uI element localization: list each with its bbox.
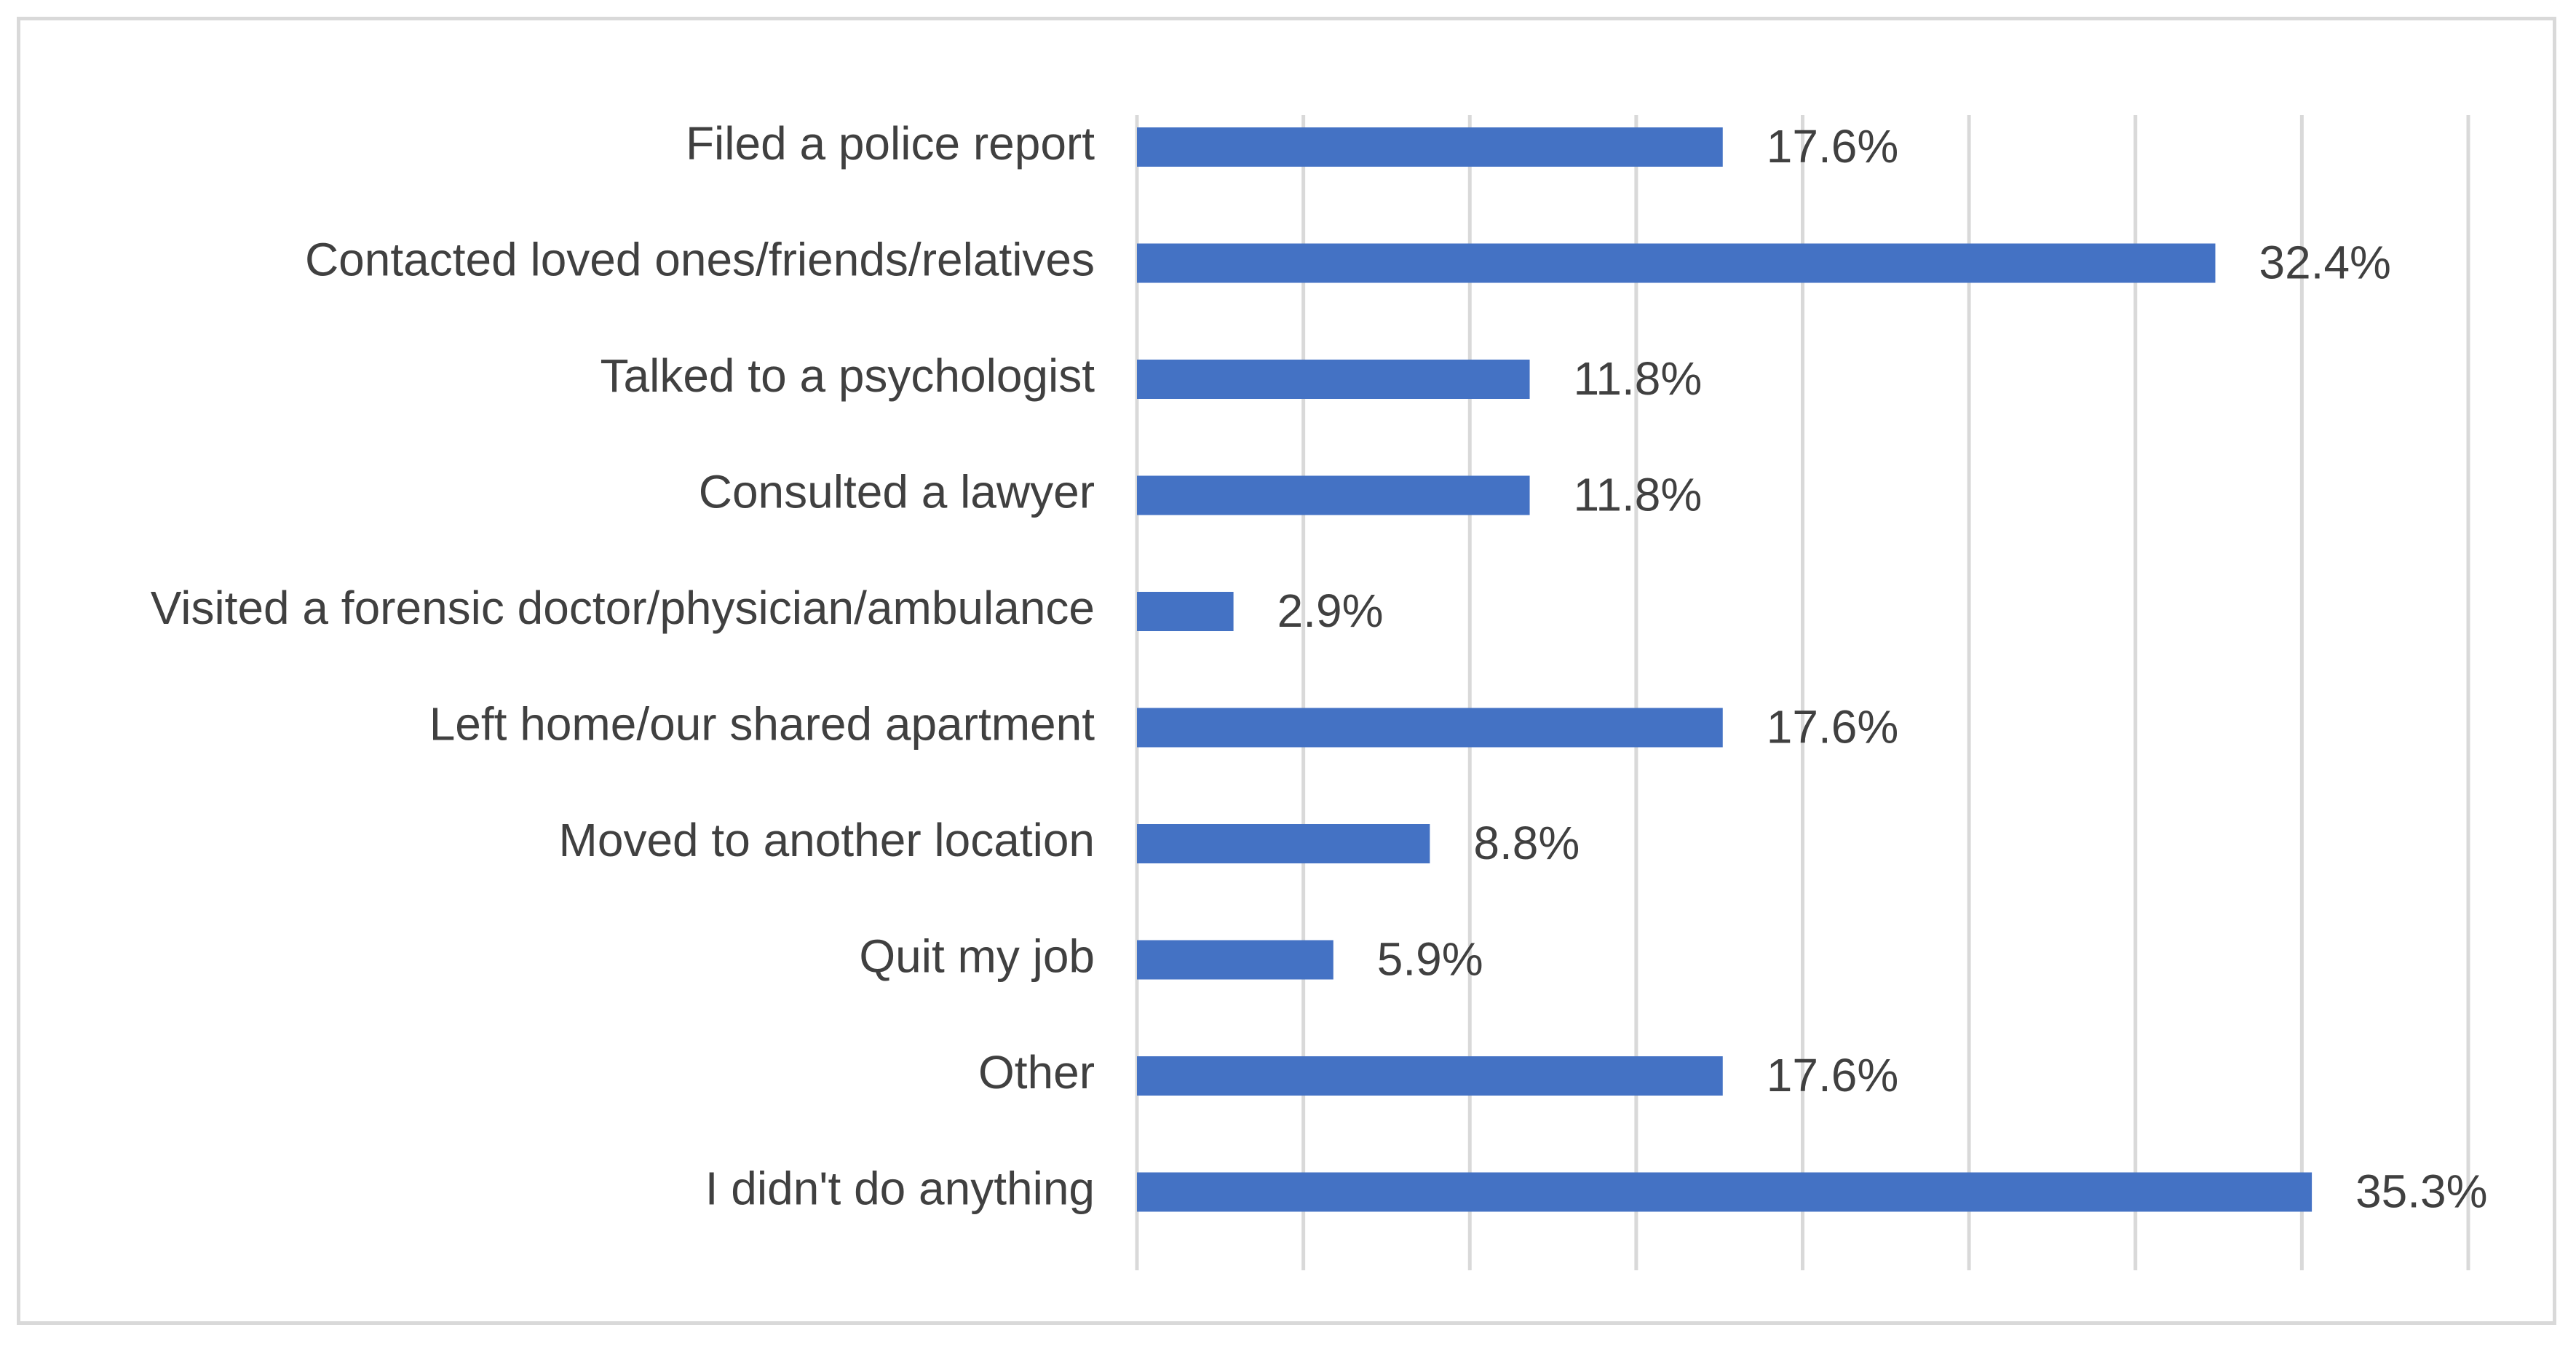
data-label: 17.6% (1767, 1049, 1898, 1101)
data-labels: 17.6% 32.4% 11.8% 11.8% 2.9% 17.6% 8.8% 5.9% 17.… (1277, 120, 2488, 1218)
category-label: Visited a forensic doctor/physician/ambu… (151, 582, 1095, 634)
category-label: Left home/our shared apartment (429, 697, 1095, 750)
bar (1137, 243, 2216, 283)
category-label: Other (978, 1046, 1095, 1098)
bar (1137, 592, 1234, 631)
category-labels: Filed a police report Contacted loved one… (151, 117, 1095, 1215)
bar (1137, 360, 1530, 399)
bar-chart: Filed a police report Contacted loved one… (151, 115, 2488, 1270)
category-label: Quit my job (859, 930, 1095, 982)
data-label: 32.4% (2259, 236, 2390, 288)
bars (1137, 127, 2313, 1212)
category-label: Talked to a psychologist (601, 349, 1095, 402)
bar (1137, 824, 1430, 863)
bar (1137, 708, 1723, 748)
data-label: 11.8% (1574, 468, 1703, 520)
chart-frame: Filed a police report Contacted loved one… (17, 17, 2556, 1325)
category-label: Contacted loved ones/friends/relatives (305, 233, 1095, 285)
bar (1137, 940, 1333, 980)
data-label: 2.9% (1277, 585, 1384, 637)
bar (1137, 1172, 2313, 1212)
data-label: 35.3% (2355, 1165, 2487, 1217)
category-label: I didn't do anything (705, 1162, 1095, 1214)
bar (1137, 127, 1723, 167)
data-label: 8.8% (1473, 817, 1580, 869)
data-label: 11.8% (1574, 352, 1703, 405)
data-label: 17.6% (1767, 120, 1898, 173)
category-label: Consulted a lawyer (699, 465, 1095, 518)
category-label: Filed a police report (686, 117, 1095, 170)
data-label: 17.6% (1767, 700, 1898, 753)
category-label: Moved to another location (559, 814, 1095, 866)
bar (1137, 1056, 1723, 1096)
bar (1137, 475, 1530, 515)
data-label: 5.9% (1377, 933, 1483, 985)
gridlines (1135, 115, 2470, 1270)
